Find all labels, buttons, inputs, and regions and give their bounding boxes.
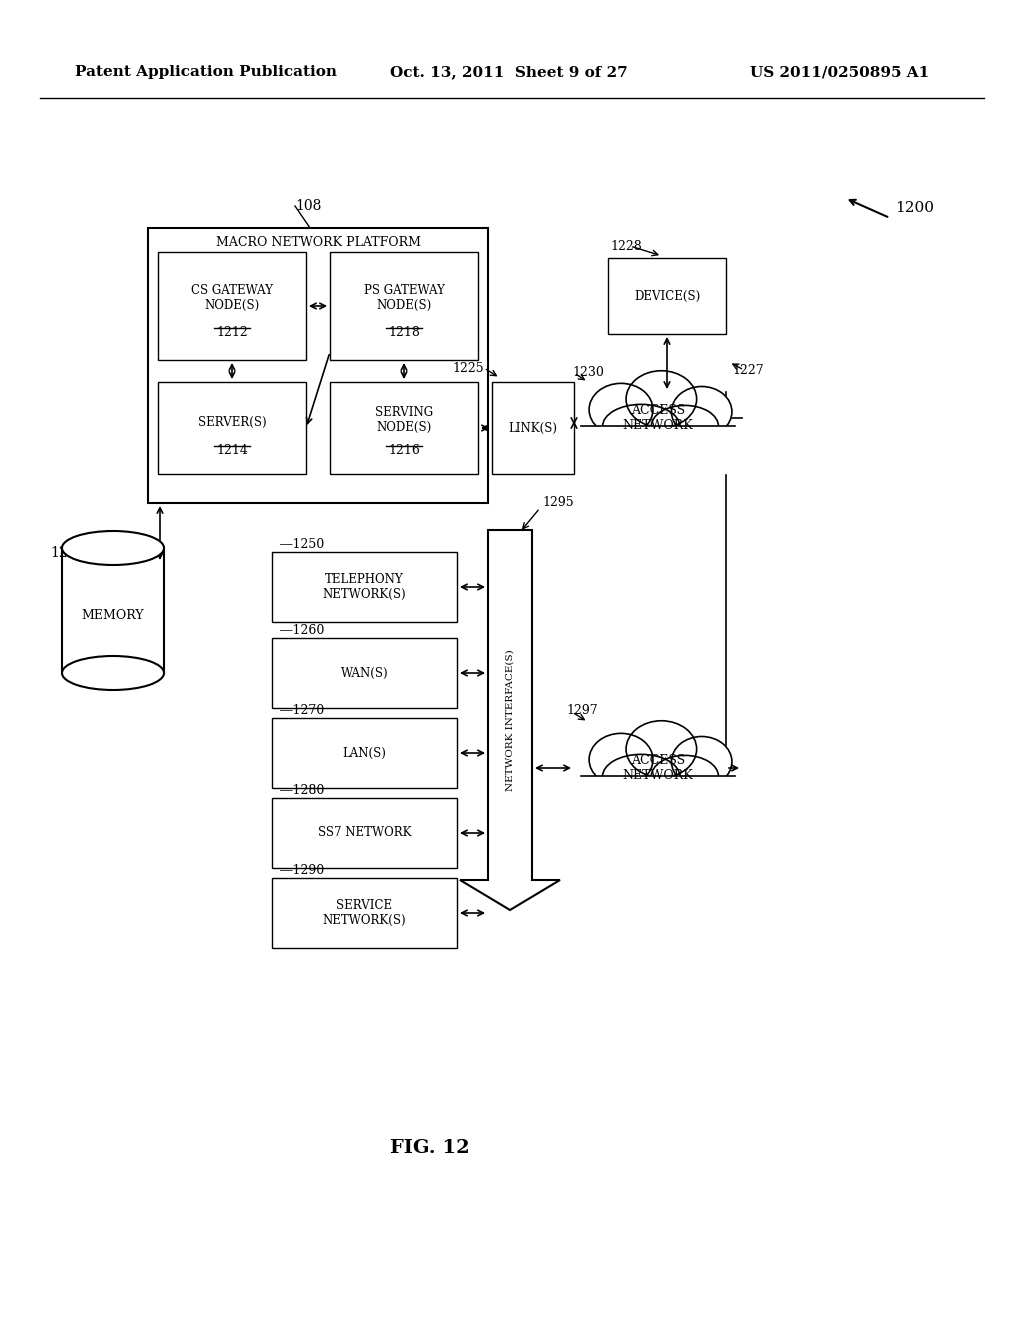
Text: ―1270: ―1270 (280, 704, 325, 717)
Bar (581, 776, 735, 822)
Text: SERVING
NODE(S): SERVING NODE(S) (375, 407, 433, 434)
Text: 1297: 1297 (566, 704, 598, 717)
Text: 1214: 1214 (216, 444, 248, 457)
Ellipse shape (651, 405, 719, 447)
Bar (62, 548, 164, 673)
Text: MACRO NETWORK PLATFORM: MACRO NETWORK PLATFORM (215, 235, 421, 248)
Text: SERVICE
NETWORK(S): SERVICE NETWORK(S) (323, 899, 407, 927)
FancyBboxPatch shape (272, 718, 457, 788)
Ellipse shape (672, 737, 732, 787)
Text: DEVICE(S): DEVICE(S) (634, 289, 700, 302)
Text: LAN(S): LAN(S) (343, 747, 386, 759)
Text: ―1250: ―1250 (280, 537, 325, 550)
Ellipse shape (62, 656, 164, 690)
Text: WAN(S): WAN(S) (341, 667, 388, 680)
Text: LINK(S): LINK(S) (509, 421, 557, 434)
Text: US 2011/0250895 A1: US 2011/0250895 A1 (750, 65, 929, 79)
Text: Patent Application Publication: Patent Application Publication (75, 65, 337, 79)
Bar (581, 426, 735, 473)
Text: NETWORK INTERFACE(S): NETWORK INTERFACE(S) (506, 649, 514, 791)
FancyBboxPatch shape (272, 552, 457, 622)
FancyBboxPatch shape (148, 228, 488, 503)
FancyBboxPatch shape (272, 878, 457, 948)
Text: 1218: 1218 (388, 326, 420, 338)
Text: 1212: 1212 (216, 326, 248, 338)
FancyArrow shape (460, 531, 560, 909)
Ellipse shape (651, 755, 719, 797)
Ellipse shape (672, 387, 732, 437)
Text: TELEPHONY
NETWORK(S): TELEPHONY NETWORK(S) (323, 573, 407, 601)
FancyBboxPatch shape (272, 638, 457, 708)
FancyBboxPatch shape (608, 257, 726, 334)
Text: 108: 108 (295, 199, 322, 213)
Text: 1216: 1216 (388, 444, 420, 457)
Text: Oct. 13, 2011  Sheet 9 of 27: Oct. 13, 2011 Sheet 9 of 27 (390, 65, 628, 79)
Text: ―1260: ―1260 (280, 623, 325, 636)
Ellipse shape (602, 754, 680, 799)
Ellipse shape (602, 404, 680, 449)
FancyBboxPatch shape (158, 381, 306, 474)
Text: ―1290: ―1290 (280, 863, 325, 876)
Ellipse shape (589, 734, 653, 785)
Text: 1228: 1228 (610, 239, 642, 252)
Text: 1230: 1230 (572, 366, 604, 379)
Ellipse shape (626, 721, 696, 777)
FancyBboxPatch shape (492, 381, 574, 474)
Text: SS7 NETWORK: SS7 NETWORK (317, 826, 412, 840)
Text: PS GATEWAY
NODE(S): PS GATEWAY NODE(S) (364, 284, 444, 312)
Text: 1295: 1295 (542, 495, 573, 508)
Ellipse shape (626, 371, 696, 428)
Text: CS GATEWAY
NODE(S): CS GATEWAY NODE(S) (191, 284, 273, 312)
Text: FIG. 12: FIG. 12 (390, 1139, 470, 1158)
Text: 1227: 1227 (732, 363, 764, 376)
Ellipse shape (62, 531, 164, 565)
FancyBboxPatch shape (158, 252, 306, 360)
Text: 1225: 1225 (453, 362, 484, 375)
Text: ACCESS
NETWORK: ACCESS NETWORK (623, 754, 693, 781)
FancyBboxPatch shape (272, 799, 457, 869)
Text: SERVER(S): SERVER(S) (198, 416, 266, 429)
Text: ―1280: ―1280 (280, 784, 325, 796)
Text: 1200: 1200 (895, 201, 934, 215)
FancyBboxPatch shape (330, 381, 478, 474)
Ellipse shape (589, 383, 653, 436)
Text: ACCESS
NETWORK: ACCESS NETWORK (623, 404, 693, 432)
FancyBboxPatch shape (330, 252, 478, 360)
Text: 1240: 1240 (50, 546, 85, 560)
Text: MEMORY: MEMORY (82, 609, 144, 622)
